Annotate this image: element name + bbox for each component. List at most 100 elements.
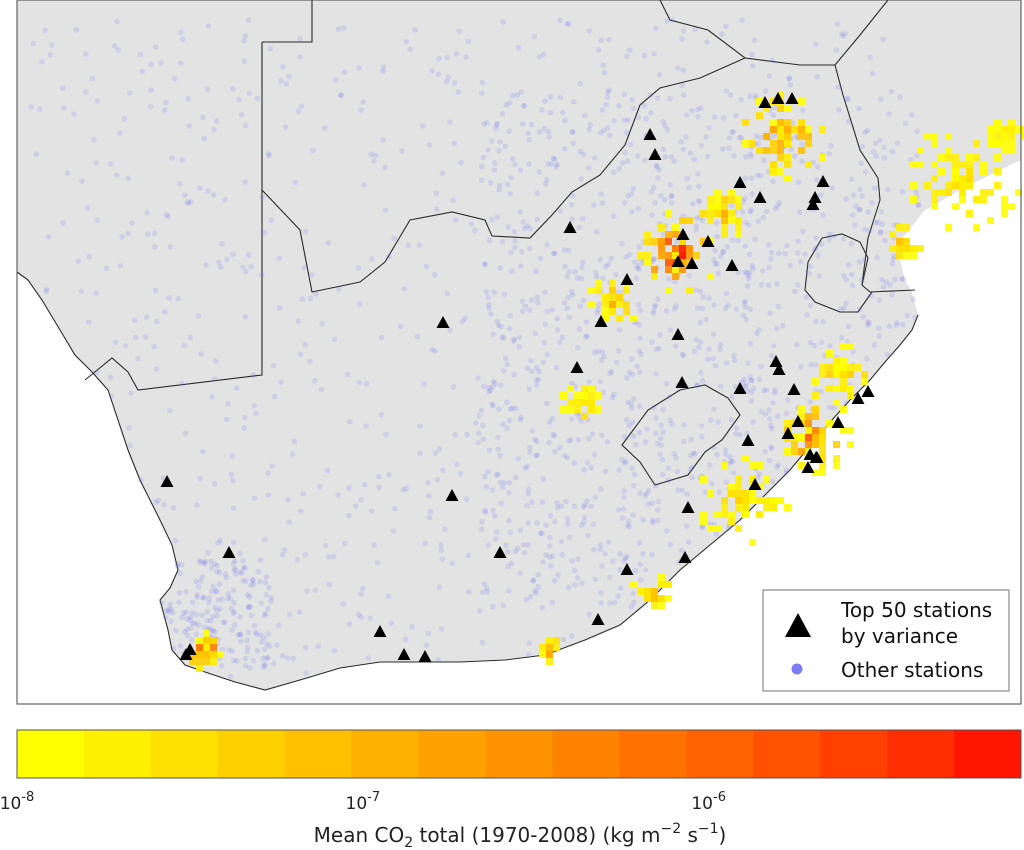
station-dot bbox=[127, 442, 133, 449]
station-dot bbox=[541, 125, 548, 132]
top-station-marker bbox=[809, 451, 823, 463]
station-dot bbox=[148, 87, 154, 93]
emission-cell bbox=[896, 252, 903, 259]
station-dot bbox=[511, 229, 518, 235]
station-dot bbox=[604, 125, 611, 131]
station-dot bbox=[512, 405, 519, 412]
station-dot bbox=[39, 59, 45, 65]
colorbar-cell bbox=[351, 730, 420, 778]
station-dot bbox=[680, 28, 687, 34]
station-dot bbox=[179, 157, 185, 163]
emission-cell bbox=[658, 602, 665, 609]
station-dot bbox=[179, 614, 185, 621]
station-dot bbox=[616, 166, 622, 172]
top-station-marker bbox=[851, 392, 865, 404]
station-dot bbox=[188, 614, 194, 621]
colorbar-cell bbox=[284, 730, 353, 778]
station-dot bbox=[743, 316, 749, 323]
emission-cell bbox=[651, 266, 658, 273]
station-dot bbox=[699, 433, 705, 440]
station-dot bbox=[482, 261, 488, 267]
station-dot bbox=[301, 264, 308, 271]
station-dot bbox=[431, 272, 438, 278]
emission-cell bbox=[812, 392, 819, 399]
emission-cell bbox=[805, 133, 812, 140]
station-dot bbox=[765, 242, 772, 248]
station-dot bbox=[503, 542, 509, 549]
station-dot bbox=[240, 557, 246, 564]
station-dot bbox=[508, 249, 514, 256]
station-dot bbox=[705, 356, 711, 363]
station-dot bbox=[506, 417, 513, 424]
station-dot bbox=[867, 54, 873, 61]
station-dot bbox=[625, 117, 631, 123]
station-dot bbox=[259, 272, 265, 278]
station-dot bbox=[860, 314, 867, 320]
station-dot bbox=[242, 656, 249, 662]
station-dot bbox=[47, 52, 54, 58]
station-dot bbox=[869, 70, 876, 77]
station-dot bbox=[200, 595, 206, 601]
station-dot bbox=[698, 423, 705, 429]
station-dot bbox=[496, 148, 502, 154]
station-dot bbox=[620, 506, 627, 512]
station-dot bbox=[571, 503, 578, 510]
station-dot bbox=[699, 305, 706, 312]
station-dot bbox=[476, 413, 483, 419]
station-dot bbox=[747, 374, 753, 380]
emission-cell bbox=[189, 658, 196, 665]
emission-cell bbox=[847, 441, 854, 448]
station-dot bbox=[299, 296, 306, 302]
emission-cell bbox=[602, 301, 609, 308]
station-dot bbox=[843, 400, 849, 406]
station-dot bbox=[872, 219, 879, 226]
station-dot bbox=[478, 163, 485, 170]
top-station-marker bbox=[594, 315, 608, 327]
station-dot bbox=[862, 168, 869, 175]
station-dot bbox=[224, 256, 230, 263]
emission-cell bbox=[784, 154, 791, 161]
station-dot bbox=[611, 599, 618, 606]
station-dot bbox=[650, 405, 657, 411]
station-dot bbox=[686, 272, 692, 279]
station-dot bbox=[774, 203, 781, 209]
top-station-marker bbox=[436, 316, 450, 328]
station-dot bbox=[746, 273, 752, 279]
station-dot bbox=[255, 569, 262, 575]
station-dot bbox=[698, 142, 705, 149]
station-dot bbox=[542, 289, 548, 296]
station-dot bbox=[913, 189, 919, 195]
station-dot bbox=[814, 164, 821, 170]
station-dot bbox=[723, 447, 729, 453]
station-dot bbox=[566, 534, 573, 541]
emission-cell bbox=[672, 273, 679, 280]
emission-cell bbox=[574, 399, 581, 406]
station-dot bbox=[258, 600, 265, 607]
station-dot bbox=[254, 648, 261, 654]
station-dot bbox=[762, 411, 769, 417]
station-dot bbox=[588, 464, 594, 471]
station-dot bbox=[243, 268, 249, 275]
station-dot bbox=[512, 238, 518, 244]
legend-top-label-line2: by variance bbox=[841, 624, 958, 648]
station-dot bbox=[459, 318, 466, 325]
emission-cell bbox=[203, 630, 210, 637]
station-dot bbox=[616, 467, 622, 473]
station-dot bbox=[338, 92, 344, 98]
station-dot bbox=[232, 622, 238, 628]
station-dot bbox=[630, 512, 636, 518]
station-dot bbox=[848, 176, 855, 182]
station-dot bbox=[192, 620, 199, 627]
emission-cell bbox=[1008, 147, 1015, 154]
station-dot bbox=[758, 282, 765, 288]
station-dot bbox=[891, 222, 898, 229]
station-dot bbox=[121, 115, 128, 122]
station-dot bbox=[770, 400, 776, 406]
station-dot bbox=[735, 237, 741, 244]
station-dot bbox=[731, 357, 738, 363]
emission-cell bbox=[602, 308, 609, 315]
station-dot bbox=[746, 222, 752, 228]
emission-cell bbox=[966, 168, 973, 175]
emission-cell bbox=[1008, 203, 1015, 210]
station-dot bbox=[383, 431, 389, 438]
